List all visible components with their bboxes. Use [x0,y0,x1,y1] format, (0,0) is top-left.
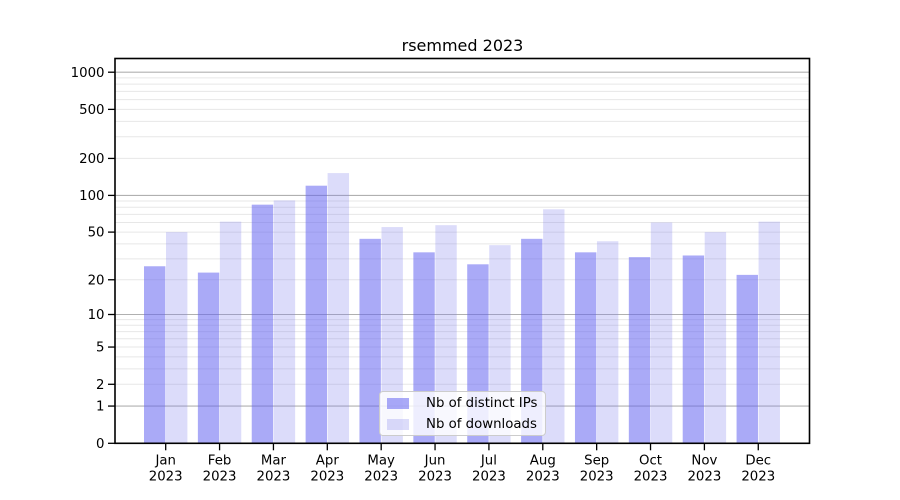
legend-swatch-downloads [387,418,409,430]
x-tick-label-year: 2023 [687,470,721,485]
y-tick-label: 0 [96,437,104,452]
x-tick-label-month: May [367,454,395,469]
y-tick-label: 200 [79,152,104,167]
x-tick-label-month: Dec [745,454,771,469]
legend-label-downloads: Nb of downloads [426,416,537,432]
legend-label-distinct-ips: Nb of distinct IPs [426,395,538,411]
bar-sep-distinct-ips [574,252,597,444]
x-tick-label-year: 2023 [526,470,560,485]
x-tick-label-year: 2023 [580,470,614,485]
y-tick-label: 500 [79,103,104,118]
bar-jun-downloads [435,225,457,444]
y-tick-label: 10 [88,308,105,323]
plot-frame [114,57,811,445]
x-tick-label-month: Oct [639,454,662,469]
bar-dec-downloads [758,221,780,444]
x-tick-label-year: 2023 [741,470,775,485]
x-tick-label-year: 2023 [203,470,237,485]
legend-item-distinct-ips: Nb of distinct IPs [387,394,545,412]
bar-aug-downloads [543,209,565,444]
legend: Nb of distinct IPs Nb of downloads [379,391,546,436]
y-tick-label: 2 [96,378,104,393]
x-tick-label-month: Jul [480,454,497,469]
bar-nov-distinct-ips [682,255,705,444]
bar-dec-distinct-ips [736,274,758,444]
x-tick-label-month: Jun [424,454,446,469]
bar-jan-distinct-ips [144,266,166,444]
y-tick-label: 1 [96,400,104,415]
bar-may-distinct-ips [359,238,381,444]
bar-mar-downloads [273,200,296,444]
x-tick-label-year: 2023 [634,470,668,485]
y-tick-label: 5 [96,341,104,356]
x-tick-label-month: Apr [316,454,340,469]
x-tick-label-month: Nov [691,454,717,469]
legend-swatch-distinct-ips [387,397,409,409]
x-tick-label-year: 2023 [310,470,344,485]
bar-apr-downloads [327,173,350,444]
x-tick-label-month: Feb [208,454,232,469]
x-tick-label-month: Mar [261,454,287,469]
bar-jan-downloads [166,232,188,444]
y-tick-label: 50 [88,226,105,241]
bar-oct-downloads [650,222,673,444]
y-tick-label: 20 [88,273,105,288]
x-tick-label-month: Aug [530,454,556,469]
bar-feb-distinct-ips [197,272,220,444]
bar-may-downloads [381,227,403,444]
x-tick-label-year: 2023 [257,470,291,485]
bar-oct-distinct-ips [628,257,651,444]
x-tick-label-month: Jan [154,454,176,469]
bar-mar-distinct-ips [251,204,274,444]
x-tick-label-year: 2023 [149,470,183,485]
x-tick-label-year: 2023 [472,470,506,485]
y-tick-label: 1000 [71,66,105,81]
y-tick-label: 100 [79,189,104,204]
bar-apr-distinct-ips [305,185,328,444]
x-tick-label-year: 2023 [364,470,398,485]
x-tick-label-year: 2023 [418,470,452,485]
bar-sep-downloads [596,241,619,444]
bar-feb-downloads [219,221,242,444]
x-tick-label-month: Sep [584,454,609,469]
bar-nov-downloads [704,232,727,444]
legend-item-downloads: Nb of downloads [387,415,545,433]
chart-title: rsemmed 2023 [401,36,524,55]
